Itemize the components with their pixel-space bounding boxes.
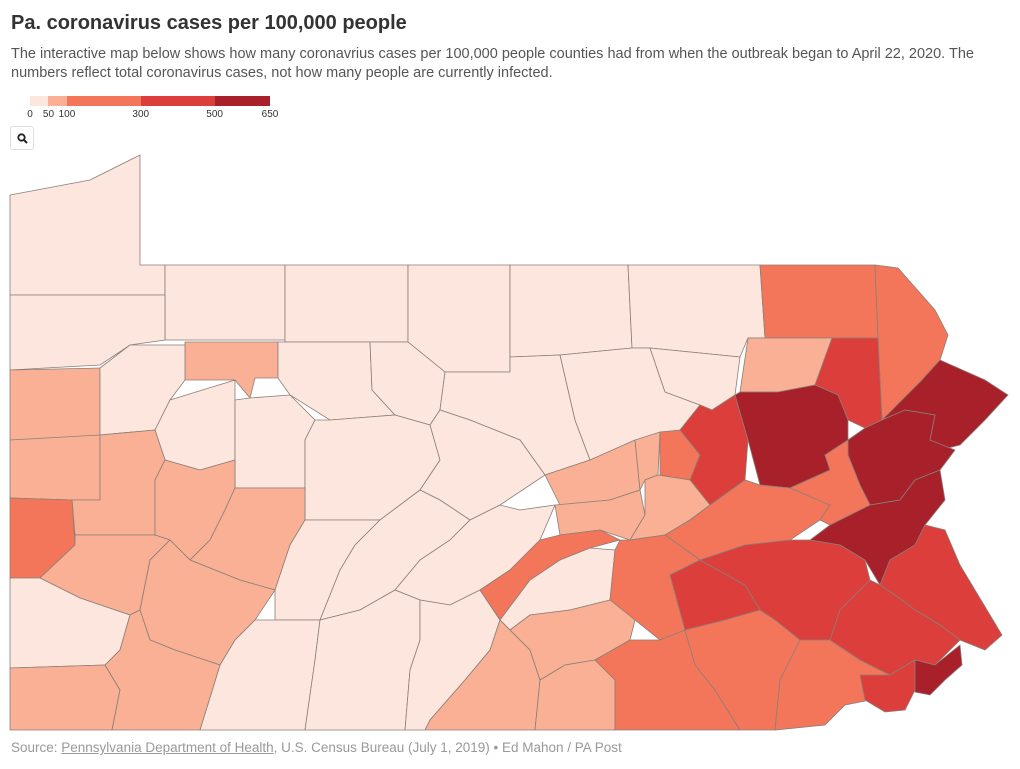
source-suffix: , U.S. Census Bureau (July 1, 2019) • Ed…: [273, 740, 622, 755]
legend-swatch: [140, 96, 215, 106]
legend-swatch: [30, 96, 49, 106]
county[interactable]: [914, 644, 963, 696]
legend-tick-label: 100: [58, 109, 76, 120]
legend-tick-label: 50: [42, 109, 55, 120]
map-subtitle: The interactive map below shows how many…: [11, 46, 974, 81]
legend-swatch: [214, 96, 270, 106]
county[interactable]: [829, 579, 961, 676]
search-icon: [16, 132, 28, 144]
search-button[interactable]: [10, 126, 34, 150]
source-footer: Source: Pennsylvania Department of Healt…: [11, 740, 622, 755]
legend-tick-label: 0: [27, 109, 33, 120]
county[interactable]: [9, 664, 121, 731]
county[interactable]: [234, 394, 316, 489]
county[interactable]: [104, 609, 221, 731]
county[interactable]: [859, 659, 916, 713]
legend-swatch: [48, 96, 67, 106]
source-prefix: Source:: [11, 740, 62, 755]
legend-tick-label: 300: [132, 109, 150, 120]
legend-tick-label: 500: [206, 109, 223, 120]
county[interactable]: [9, 434, 101, 501]
source-link[interactable]: Pennsylvania Department of Health: [61, 740, 274, 755]
county[interactable]: [9, 367, 101, 441]
county[interactable]: [759, 264, 879, 339]
county[interactable]: [9, 154, 166, 296]
county[interactable]: [509, 264, 633, 358]
county[interactable]: [284, 264, 409, 343]
legend-color-bar: [30, 96, 270, 106]
county[interactable]: [679, 394, 749, 506]
county[interactable]: [627, 264, 766, 358]
legend-swatch: [66, 96, 141, 106]
color-legend: 0 50 100 300 500 650: [24, 96, 284, 122]
map-title: Pa. coronavirus cases per 100,000 people: [11, 12, 407, 34]
pennsylvania-county-map[interactable]: [0, 150, 1020, 735]
county[interactable]: [789, 439, 871, 526]
legend-tick-label: 650: [261, 109, 279, 120]
county[interactable]: [164, 264, 286, 341]
